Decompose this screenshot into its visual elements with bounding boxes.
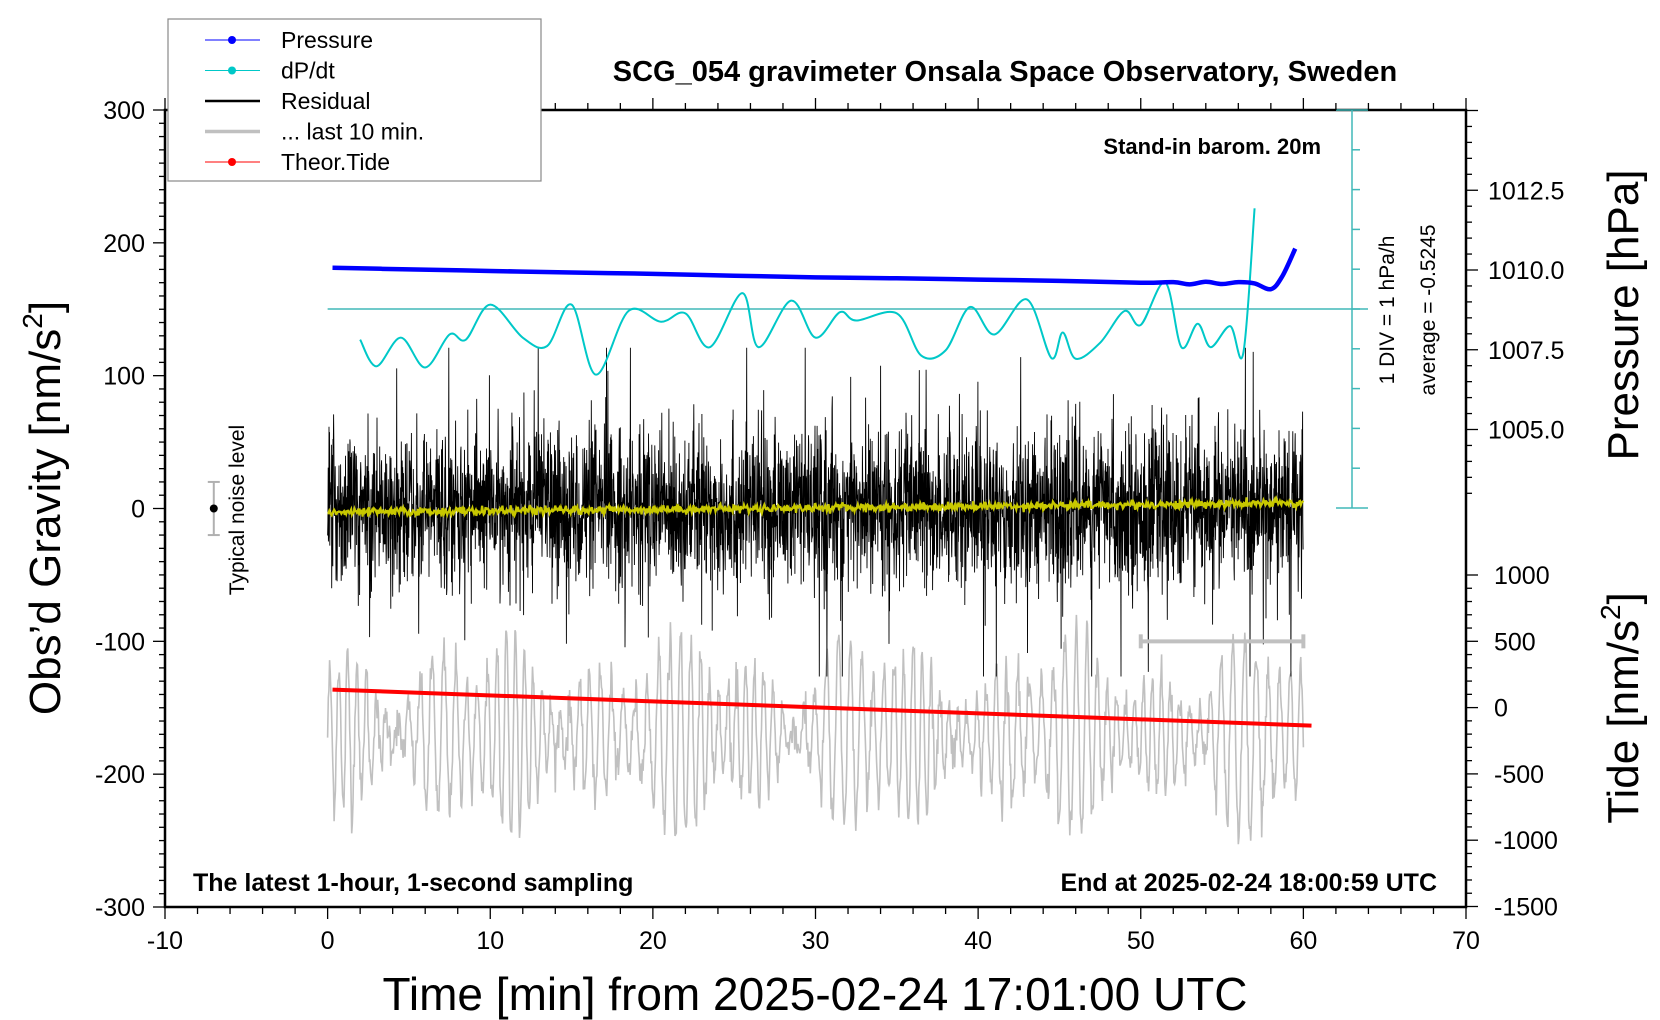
y-tide-tick-label: 500 (1494, 628, 1536, 656)
y-tide-tick-label: 0 (1494, 695, 1508, 723)
y-axis-label-tide: Tide [nm/s2] (1595, 592, 1648, 824)
last-10-min-line (326, 614, 1305, 845)
plot-area: -10 0 10 20 30 40 50 60 703002001000-100-200-300… (95, 97, 1565, 955)
y-pressure-tick-label: 1012.5 (1488, 177, 1564, 205)
series-layer (207, 109, 1368, 845)
noise-level-label: Typical noise level (226, 425, 249, 595)
y-pressure-tick-label: 1007.5 (1488, 337, 1564, 365)
y-axis-label-gravity: Obs’d Gravity [nm/s2] (17, 301, 70, 715)
residual-line (327, 347, 1304, 677)
pressure-line (332, 247, 1298, 292)
legend-swatch-dot (228, 36, 236, 44)
legend-label: ... last 10 min. (281, 119, 424, 145)
legend-label: Theor.Tide (281, 149, 390, 175)
y-tide-tick-label: -1000 (1494, 827, 1558, 855)
legend-swatch-dot (228, 66, 236, 75)
average-note: average = -0.5245 (1417, 224, 1440, 395)
x-tick-label: 60 (1289, 927, 1317, 955)
x-tick-label: 50 (1127, 927, 1155, 955)
noise-level-dot (209, 504, 218, 513)
div-scale-note: 1 DIV = 1 hPa/h (1376, 236, 1399, 385)
y-tide-tick-label: -500 (1494, 761, 1544, 789)
x-tick-label: 10 (476, 927, 504, 955)
y-gravity-tick-label: 200 (103, 230, 145, 258)
y-pressure-tick-label: 1005.0 (1488, 417, 1564, 445)
axes-layer: -10 0 10 20 30 40 50 60 703002001000-100-200-300… (95, 97, 1565, 955)
x-axis-label: Time [min] from 2025-02-24 17:01:00 UTC (383, 968, 1248, 1020)
tide-line (332, 687, 1312, 728)
end-time-note: End at 2025-02-24 18:00:59 UTC (1060, 869, 1437, 897)
y-tide-tick-label: 1000 (1494, 562, 1550, 590)
y-gravity-tick-label: 0 (131, 496, 145, 524)
legend-label: Residual (281, 88, 371, 114)
x-tick-label: 20 (639, 927, 667, 955)
y-gravity-tick-label: -100 (95, 628, 145, 656)
barometer-note: Stand-in barom. 20m (1103, 134, 1321, 159)
dpdt-line (359, 208, 1256, 376)
legend-swatch-dot (228, 158, 236, 166)
x-tick-label: 30 (802, 927, 830, 955)
y-gravity-tick-label: 100 (103, 363, 145, 391)
x-tick-label: -10 (147, 927, 183, 955)
y-gravity-tick-label: -200 (95, 761, 145, 789)
sampling-note: The latest 1-hour, 1-second sampling (193, 869, 633, 897)
x-tick-label: 70 (1452, 927, 1480, 955)
x-tick-label: 0 (321, 927, 335, 955)
legend: Pressure dP/dt Residual ... last 10 min. The… (167, 18, 542, 182)
y-gravity-tick-label: 300 (103, 97, 145, 125)
y-axis-label-pressure: Pressure [hPa] (1599, 169, 1648, 460)
y-gravity-tick-label: -300 (95, 894, 145, 922)
legend-label: Pressure (281, 27, 373, 53)
chart-title: SCG_054 gravimeter Onsala Space Observat… (613, 56, 1397, 88)
x-tick-label: 40 (964, 927, 992, 955)
residual-smoothed-line (327, 495, 1305, 519)
legend-label: dP/dt (281, 58, 335, 84)
y-tide-tick-label: -1500 (1494, 894, 1558, 922)
y-pressure-tick-label: 1010.0 (1488, 257, 1564, 285)
